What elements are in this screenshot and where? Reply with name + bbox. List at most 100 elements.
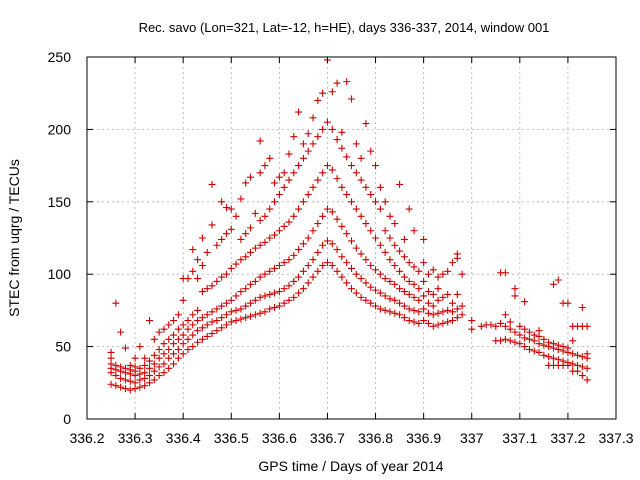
data-point (362, 183, 370, 191)
data-point (304, 191, 312, 199)
data-point (578, 353, 586, 361)
data-point (155, 354, 163, 362)
data-point (400, 235, 408, 243)
data-point (299, 285, 307, 293)
data-point (372, 198, 380, 206)
data-point (453, 305, 461, 313)
data-point (362, 296, 370, 304)
data-point (208, 221, 216, 229)
data-point (429, 302, 437, 310)
data-point (559, 343, 567, 351)
data-point (391, 262, 399, 270)
y-tick-label: 200 (48, 121, 72, 137)
data-point (121, 376, 129, 384)
data-point (203, 321, 211, 329)
data-point (208, 282, 216, 290)
data-point (420, 317, 428, 325)
data-point (367, 262, 375, 270)
data-point (227, 308, 235, 316)
data-point (501, 322, 509, 330)
data-point (328, 166, 336, 174)
data-point (314, 267, 322, 275)
data-point (198, 288, 206, 296)
x-tick-label: 337.3 (598, 430, 633, 446)
data-point (444, 267, 452, 275)
data-point (285, 256, 293, 264)
data-point (150, 351, 158, 359)
data-point (420, 235, 428, 243)
data-point (275, 302, 283, 310)
data-point (256, 217, 264, 225)
data-point (304, 147, 312, 155)
data-point (256, 137, 264, 145)
data-point (434, 321, 442, 329)
data-point (155, 328, 163, 336)
data-point (357, 293, 365, 301)
data-point (184, 317, 192, 325)
data-point (208, 330, 216, 338)
data-point (569, 350, 577, 358)
data-point (386, 234, 394, 242)
data-point (174, 311, 182, 319)
data-point (285, 176, 293, 184)
data-point (237, 288, 245, 296)
data-point (218, 198, 226, 206)
data-point (222, 321, 230, 329)
data-point (386, 277, 394, 285)
data-point (468, 317, 476, 325)
data-point (535, 327, 543, 335)
data-point (304, 262, 312, 270)
data-point (376, 205, 384, 213)
data-point (338, 253, 346, 261)
data-point (511, 338, 519, 346)
data-point (511, 292, 519, 300)
data-point (343, 153, 351, 161)
data-point (170, 331, 178, 339)
data-point (299, 267, 307, 275)
data-point (194, 338, 202, 346)
data-point (497, 337, 505, 345)
data-point (237, 315, 245, 323)
data-point (501, 311, 509, 319)
data-point (391, 309, 399, 317)
data-point (242, 253, 250, 261)
data-point (160, 340, 168, 348)
data-point (578, 363, 586, 371)
data-point (295, 289, 303, 297)
data-point (117, 374, 125, 382)
data-point (319, 89, 327, 97)
data-point (121, 385, 129, 393)
data-point (357, 212, 365, 220)
y-tick-label: 250 (48, 49, 72, 65)
data-point (338, 144, 346, 152)
data-point (213, 327, 221, 335)
data-point (381, 275, 389, 283)
data-point (415, 285, 423, 293)
data-point (290, 212, 298, 220)
data-point (396, 299, 404, 307)
data-point (424, 299, 432, 307)
x-tick-label: 336.7 (310, 430, 345, 446)
data-point (275, 227, 283, 235)
chart-title: Rec. savo (Lon=321, Lat=-12, h=HE), days… (139, 20, 550, 35)
data-point (179, 350, 187, 358)
data-point (424, 319, 432, 327)
x-tick-label: 336.4 (166, 430, 201, 446)
data-point (333, 215, 341, 223)
data-point (295, 246, 303, 254)
data-point (549, 340, 557, 348)
data-point (400, 314, 408, 322)
data-point (203, 332, 211, 340)
data-point (194, 275, 202, 283)
y-tick-label: 100 (48, 266, 72, 282)
data-point (227, 296, 235, 304)
data-point (386, 295, 394, 303)
data-point (165, 345, 173, 353)
data-point (453, 290, 461, 298)
data-point (319, 169, 327, 177)
data-point (150, 335, 158, 343)
data-point (420, 305, 428, 313)
data-point (338, 183, 346, 191)
data-point (285, 282, 293, 290)
